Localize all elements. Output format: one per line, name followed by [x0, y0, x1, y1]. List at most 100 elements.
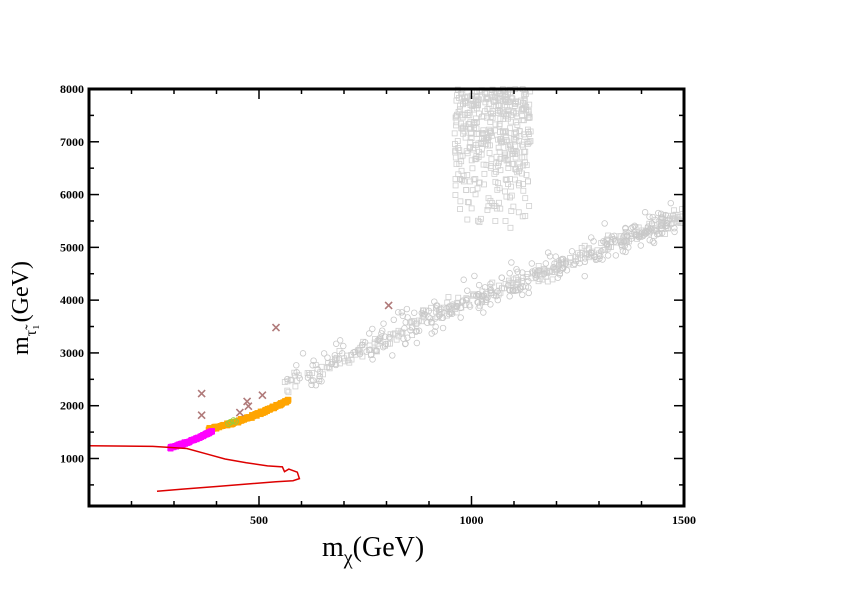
data-point — [588, 252, 595, 259]
data-point — [619, 248, 627, 255]
data-point — [464, 216, 471, 223]
data-point — [523, 162, 530, 169]
data-point — [287, 376, 294, 383]
data-point — [646, 230, 653, 237]
data-point — [419, 313, 426, 320]
data-point — [657, 210, 665, 218]
data-point — [189, 437, 196, 443]
data-point — [436, 312, 443, 319]
data-point — [487, 142, 493, 149]
data-point — [497, 115, 504, 122]
data-point — [516, 160, 523, 167]
svg-text:mχ(GeV): mχ(GeV) — [322, 532, 424, 569]
data-point — [400, 335, 407, 342]
constraint-curve — [88, 445, 301, 492]
data-point — [506, 293, 513, 300]
data-point — [197, 411, 206, 420]
data-point — [207, 428, 213, 435]
data-point — [484, 106, 491, 113]
data-point — [511, 103, 518, 109]
data-point — [478, 295, 485, 302]
data-point — [531, 271, 539, 278]
data-point — [503, 137, 510, 144]
data-point — [413, 339, 421, 347]
data-point — [552, 253, 559, 260]
data-point — [655, 209, 662, 217]
data-point — [484, 93, 491, 100]
data-point — [526, 139, 533, 146]
data-point — [443, 305, 450, 312]
data-point — [480, 292, 488, 299]
data-point — [637, 230, 645, 238]
data-point — [544, 249, 552, 256]
data-point — [474, 185, 481, 192]
data-point — [444, 299, 451, 306]
x-axis-title-main: m — [322, 532, 344, 563]
data-point — [469, 187, 476, 194]
data-point — [472, 115, 479, 122]
data-point — [403, 305, 411, 313]
data-point — [468, 135, 475, 142]
data-point — [485, 142, 491, 149]
data-point — [478, 298, 486, 306]
data-point — [671, 228, 678, 236]
data-point — [282, 399, 289, 406]
data-point — [622, 248, 629, 256]
data-point — [487, 128, 493, 135]
data-point — [456, 94, 462, 101]
data-point — [456, 106, 463, 113]
data-point — [549, 276, 556, 283]
data-point — [467, 124, 474, 131]
data-point — [457, 304, 464, 312]
data-point — [328, 360, 335, 368]
data-point — [480, 161, 487, 168]
data-point — [493, 160, 500, 167]
data-point — [340, 342, 347, 350]
data-point — [525, 289, 532, 297]
data-point — [466, 112, 473, 119]
data-point — [374, 348, 380, 355]
data-point — [464, 287, 471, 294]
data-point — [473, 93, 480, 99]
data-point — [507, 118, 514, 125]
data-point — [520, 181, 526, 187]
data-point — [497, 136, 504, 142]
data-point — [296, 375, 303, 382]
data-point — [524, 178, 531, 185]
data-point — [493, 292, 500, 300]
data-point — [372, 347, 380, 354]
data-point — [487, 286, 495, 294]
data-point — [487, 118, 494, 125]
data-point — [466, 144, 473, 151]
data-point — [472, 97, 479, 104]
data-point — [665, 217, 672, 224]
data-point — [232, 418, 239, 425]
data-point — [244, 402, 253, 411]
data-point — [512, 137, 519, 143]
data-point — [512, 151, 518, 157]
data-point — [554, 274, 562, 281]
data-point — [271, 404, 278, 410]
data-point — [264, 407, 270, 413]
data-point — [513, 129, 520, 136]
data-point — [649, 238, 657, 245]
data-point — [424, 319, 431, 326]
data-point — [217, 422, 224, 429]
data-point — [532, 274, 539, 281]
data-point — [483, 140, 490, 147]
data-point — [604, 241, 611, 248]
data-point — [503, 157, 510, 164]
data-point — [515, 180, 522, 187]
data-point — [464, 172, 471, 178]
data-point — [472, 155, 479, 162]
data-point — [284, 375, 291, 383]
data-point — [507, 224, 514, 231]
data-point — [379, 327, 386, 334]
data-point — [480, 113, 487, 120]
data-point — [506, 286, 513, 293]
data-point — [544, 278, 551, 285]
data-point — [284, 387, 291, 394]
data-point — [663, 220, 671, 227]
data-point — [508, 208, 515, 214]
data-point — [618, 241, 625, 248]
